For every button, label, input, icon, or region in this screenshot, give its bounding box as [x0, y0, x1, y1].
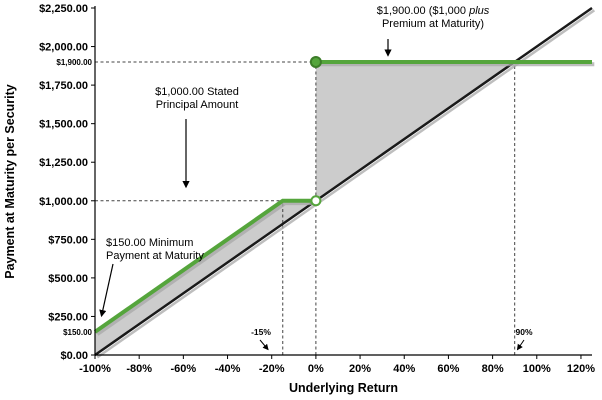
svg-text:$1,250.00: $1,250.00 [39, 157, 88, 169]
svg-text:60%: 60% [437, 363, 459, 375]
axes: $0.00 $250.00 $500.00 $750.00 $1,000.00 $1,25… [3, 3, 595, 395]
series-lines [93, 6, 596, 359]
svg-text:20%: 20% [349, 363, 371, 375]
annotation-minimum-payment: $150.00 Minimum Payment at Maturity [106, 237, 256, 263]
svg-text:-100%: -100% [79, 363, 111, 375]
svg-text:$2,250.00: $2,250.00 [39, 3, 88, 15]
annotation-text-part: Payment at Maturity [106, 249, 204, 262]
minimum-annotation-arrow [99, 263, 114, 318]
svg-text:$1,500.00: $1,500.00 [39, 119, 88, 131]
buffer-label-arrow [259, 339, 269, 351]
svg-text:100%: 100% [523, 363, 551, 375]
svg-text:$1,750.00: $1,750.00 [39, 80, 88, 92]
svg-text:$1,900.00: $1,900.00 [56, 58, 92, 67]
annotation-stated-principal: $1,000.00 Stated Principal Amount [131, 86, 263, 112]
svg-text:-60%: -60% [171, 363, 197, 375]
svg-text:$150.00: $150.00 [63, 328, 92, 337]
buffer-level-label: -15% [251, 327, 271, 337]
svg-text:-20%: -20% [259, 363, 285, 375]
annotation-text-part: Premium at Maturity) [381, 17, 485, 30]
annotation-arrows [99, 39, 525, 351]
svg-text:0%: 0% [308, 363, 324, 375]
annotation-text-part: Principal Amount [155, 98, 239, 111]
annotation-text: $1,900.00 ($1,000 plus Premium at Maturit… [377, 5, 490, 30]
annotation-premium-at-maturity: $1,900.00 ($1,000 plus Premium at Maturit… [327, 5, 539, 31]
annotation-text-part: $1,900.00 ($1,000 [376, 5, 470, 17]
annotation-text-part: $1,000.00 Stated [155, 86, 239, 98]
svg-text:80%: 80% [482, 363, 504, 375]
svg-text:$1,000.00: $1,000.00 [39, 196, 88, 208]
svg-text:-80%: -80% [126, 363, 152, 375]
svg-text:$0.00: $0.00 [60, 350, 88, 362]
svg-text:Payment at Maturity per Securi: Payment at Maturity per Security [3, 84, 17, 279]
svg-text:40%: 40% [393, 363, 415, 375]
annotation-text-part: $150.00 Minimum [106, 237, 194, 249]
svg-text:120%: 120% [567, 363, 595, 375]
cap-level-label: 90% [515, 327, 533, 337]
svg-text:$250.00: $250.00 [48, 311, 88, 323]
svg-text:$2,000.00: $2,000.00 [39, 42, 88, 54]
svg-text:-40%: -40% [215, 363, 241, 375]
svg-text:$500.00: $500.00 [48, 273, 88, 285]
annotation-text-italic: plus [469, 5, 490, 17]
cap-label-arrow [516, 339, 525, 351]
svg-text:$750.00: $750.00 [48, 234, 88, 246]
svg-text:Underlying Return: Underlying Return [289, 381, 398, 395]
